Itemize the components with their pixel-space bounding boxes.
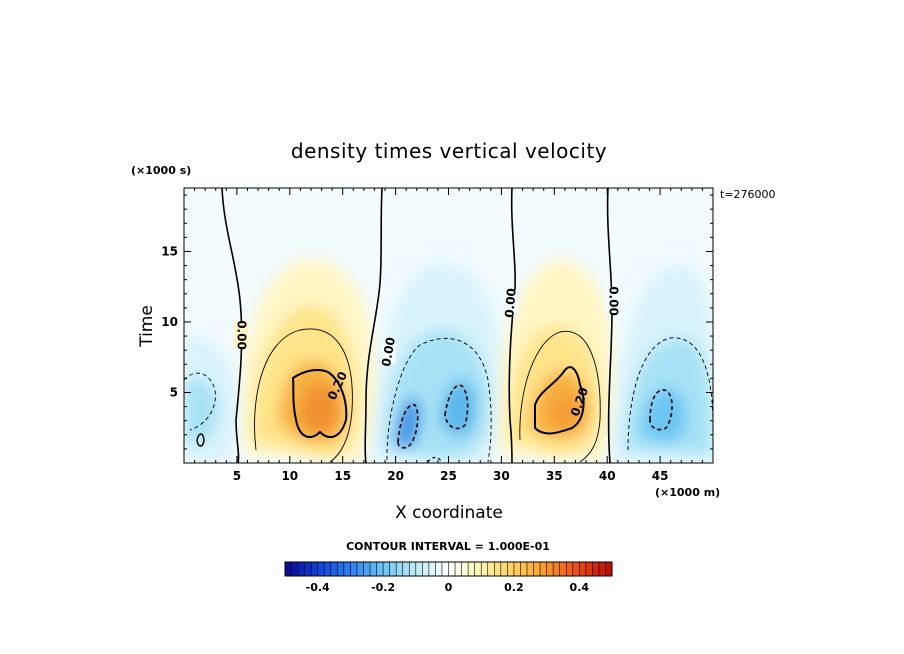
colorbar-cell [396, 562, 404, 576]
y-tick-label: 5 [170, 385, 178, 399]
colorbar-cell [520, 562, 528, 576]
x-tick-label: 35 [546, 469, 563, 483]
x-tick-label: 25 [440, 469, 457, 483]
colorbar-cell [500, 562, 508, 576]
colorbar-frame [284, 561, 613, 577]
colorbar-tick-label: 0 [445, 581, 453, 594]
colorbar-cell [553, 562, 560, 576]
y-ticks: 5 10 15 [161, 244, 713, 399]
y-minor-ticks [184, 194, 713, 450]
contour-label-2: 0.00 [502, 288, 519, 319]
x-tick-label: 30 [493, 469, 510, 483]
x-tick-label: 15 [334, 469, 351, 483]
colorbar-cell [370, 562, 377, 576]
colorbar [284, 561, 613, 577]
colorbar-cell [494, 562, 502, 576]
x-unit-label: (×1000 m) [655, 486, 720, 499]
colorbar-cell [337, 562, 345, 576]
colorbar-cell [376, 562, 384, 576]
colorbar-cell [546, 562, 554, 576]
colorbar-cell [474, 562, 482, 576]
colorbar-cell [317, 562, 325, 576]
colorbar-cell [585, 562, 593, 576]
colorbar-cell [605, 562, 613, 576]
colorbar-cell [363, 562, 371, 576]
x-tick-label: 20 [387, 469, 404, 483]
colorbar-cell [481, 562, 489, 576]
colorbar-tick-label: 0.2 [504, 581, 524, 594]
colorbar-cell [356, 562, 364, 576]
colorbar-cell [579, 562, 587, 576]
y-axis-label: Time [137, 305, 157, 348]
contour-label-0: 0.00 [235, 320, 249, 350]
y-unit-label: (×1000 s) [131, 164, 191, 177]
x-ticks: 5 10 15 20 25 30 35 40 45 [233, 188, 669, 483]
colorbar-cell [304, 562, 312, 576]
colorbar-cell [507, 562, 515, 576]
colorbar-cell [559, 562, 567, 576]
colorbar-cell [291, 562, 299, 576]
colorbar-cell [350, 562, 358, 576]
x-tick-label: 40 [599, 469, 616, 483]
contour-label-3: 0.00 [607, 286, 621, 316]
colorbar-cell [540, 562, 547, 576]
x-tick-label: 10 [281, 469, 298, 483]
colorbar-cell [468, 562, 475, 576]
contour-interval-text: CONTOUR INTERVAL = 1.000E-01 [346, 540, 550, 553]
colorbar-cell [598, 562, 606, 576]
colorbar-cell [383, 562, 390, 576]
colorbar-cell [402, 562, 410, 576]
colorbar-cell [526, 562, 534, 576]
contour-label-1: 0.00 [379, 336, 398, 368]
colorbar-cell [592, 562, 600, 576]
plot-field: 0.00 0.00 0.00 0.00 0.20 0.20 [184, 188, 713, 463]
colorbar-tick-label: -0.4 [306, 581, 330, 594]
colorbar-cell [343, 562, 351, 576]
colorbar-cell [455, 562, 462, 576]
colorbar-cell [330, 562, 338, 576]
colorbar-cell [533, 562, 541, 576]
chart-title: density times vertical velocity [291, 139, 607, 163]
colorbar-tick-label: 0.4 [570, 581, 590, 594]
time-stamp: t=276000 [720, 188, 776, 201]
colorbar-cell [513, 562, 521, 576]
y-tick-label: 15 [161, 244, 178, 258]
colorbar-cell [461, 562, 469, 576]
x-tick-label: 5 [233, 469, 241, 483]
colorbar-cell [311, 562, 318, 576]
x-minor-ticks [194, 188, 703, 463]
colorbar-cell [324, 562, 332, 576]
colorbar-ticks: -0.4 -0.2 0 0.2 0.4 [306, 581, 590, 594]
colorbar-cell [448, 562, 456, 576]
colorbar-cell [298, 562, 305, 576]
colorbar-cell [428, 562, 436, 576]
colorbar-cell [572, 562, 580, 576]
x-tick-label: 45 [652, 469, 669, 483]
x-axis-label: X coordinate [395, 503, 503, 523]
colorbar-cell [422, 562, 430, 576]
colorbar-cell [441, 562, 449, 576]
colorbar-tick-label: -0.2 [371, 581, 395, 594]
colorbar-cell [566, 562, 574, 576]
colorbar-cell [435, 562, 443, 576]
colorbar-cell [409, 562, 417, 576]
colorbar-cell [285, 562, 292, 576]
y-tick-label: 10 [161, 315, 178, 329]
colorbar-cell [389, 562, 397, 576]
colorbar-cell [487, 562, 495, 576]
colorbar-cell [415, 562, 423, 576]
